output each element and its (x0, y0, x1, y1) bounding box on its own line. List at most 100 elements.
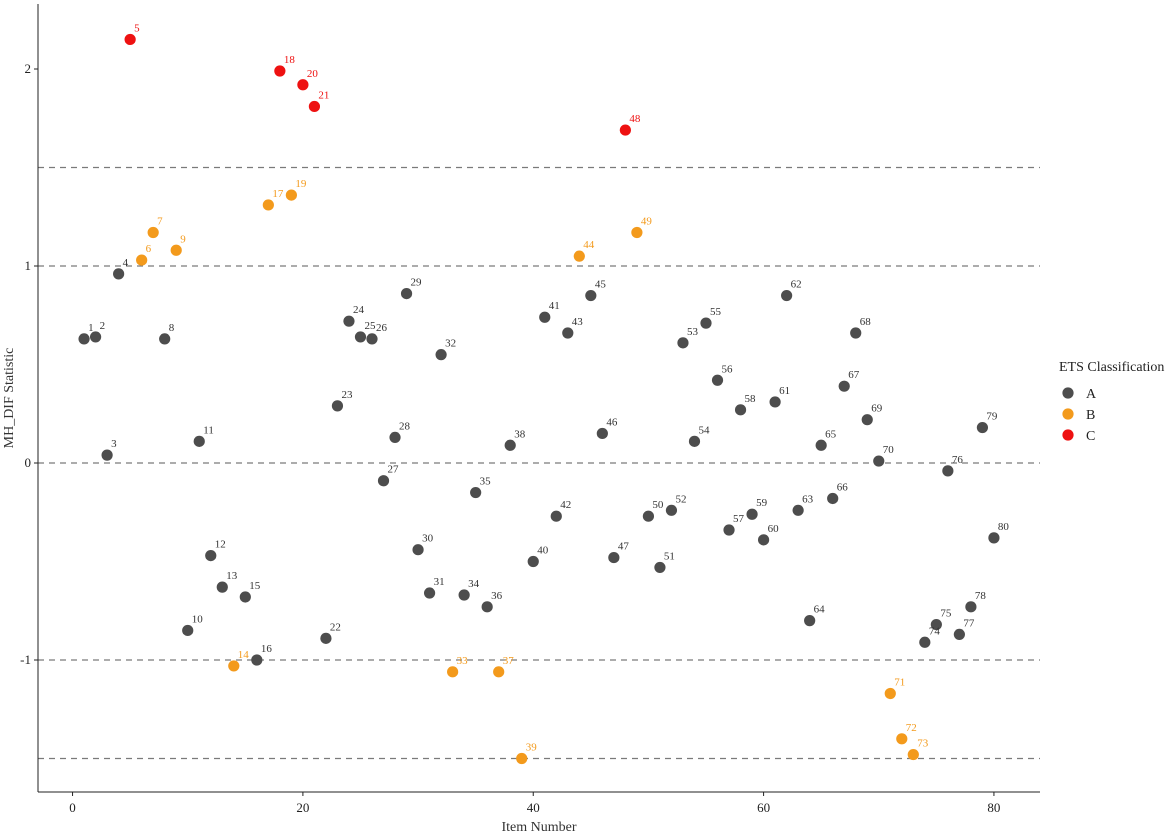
data-point-35 (470, 486, 482, 499)
data-point-49 (631, 226, 643, 239)
data-point-label-58: 58 (745, 393, 757, 405)
data-point-17 (262, 199, 274, 211)
data-point-label-16: 16 (261, 643, 273, 655)
data-point-70 (873, 455, 885, 467)
data-point-label-8: 8 (169, 322, 175, 334)
data-point-63 (792, 504, 804, 516)
data-point-label-33: 33 (457, 655, 469, 667)
data-point-label-23: 23 (341, 389, 353, 401)
data-point-59 (746, 508, 758, 520)
data-point-51 (654, 561, 666, 574)
data-point-label-24: 24 (353, 304, 365, 316)
data-point-40 (527, 555, 539, 568)
data-point-label-2: 2 (100, 320, 106, 332)
data-point-label-37: 37 (503, 655, 515, 667)
data-point-5 (124, 33, 136, 46)
data-point-label-47: 47 (618, 541, 630, 553)
x-axis-title: Item Number (501, 820, 576, 835)
data-point-label-73: 73 (917, 738, 929, 750)
data-point-label-35: 35 (480, 476, 492, 488)
data-point-label-54: 54 (698, 424, 710, 436)
data-point-label-4: 4 (123, 257, 129, 269)
legend-title: ETS Classification (1059, 360, 1164, 375)
legend-swatch-B (1062, 408, 1074, 420)
data-point-label-3: 3 (111, 438, 117, 450)
x-tick-label: 0 (69, 800, 76, 815)
data-point-label-67: 67 (848, 369, 860, 381)
data-point-7 (147, 226, 159, 239)
data-point-78 (965, 601, 977, 613)
data-point-label-69: 69 (871, 403, 883, 415)
data-point-44 (573, 250, 585, 262)
data-point-2 (89, 331, 102, 343)
x-tick-label: 60 (757, 800, 770, 815)
data-point-31 (423, 587, 436, 599)
data-point-38 (504, 439, 516, 451)
data-point-label-45: 45 (595, 279, 607, 291)
data-point-label-40: 40 (537, 545, 549, 557)
x-tick-label: 80 (987, 800, 1000, 815)
data-point-label-11: 11 (203, 424, 214, 436)
data-point-9 (170, 244, 182, 256)
data-point-45 (585, 289, 597, 302)
data-point-label-28: 28 (399, 420, 411, 432)
data-point-label-12: 12 (215, 539, 226, 551)
data-point-label-59: 59 (756, 497, 768, 509)
data-point-label-27: 27 (388, 464, 400, 476)
data-point-label-68: 68 (860, 316, 872, 328)
legend-label-C: C (1086, 429, 1095, 444)
data-point-71 (884, 687, 896, 700)
data-point-75 (930, 618, 942, 631)
data-point-58 (734, 404, 747, 416)
data-point-label-31: 31 (434, 576, 445, 588)
x-ticks: 0 20 40 60 80 (69, 792, 1000, 815)
axes (37, 4, 1040, 793)
data-point-label-5: 5 (134, 22, 140, 34)
data-point-34 (458, 589, 470, 601)
data-point-61 (769, 396, 781, 408)
data-point-72 (896, 733, 908, 745)
data-point-30 (412, 544, 424, 556)
data-point-label-74: 74 (929, 625, 941, 637)
data-point-label-56: 56 (722, 363, 734, 375)
legend-swatch-C (1062, 429, 1074, 441)
data-point-label-80: 80 (998, 521, 1010, 533)
data-point-label-18: 18 (284, 54, 296, 66)
data-point-60 (757, 534, 770, 546)
data-point-label-13: 13 (226, 570, 238, 582)
data-point-62 (781, 289, 793, 302)
data-point-label-79: 79 (986, 411, 998, 423)
data-point-64 (804, 615, 816, 627)
data-point-66 (827, 492, 839, 505)
legend-label-B: B (1086, 408, 1095, 423)
data-point-52 (665, 504, 678, 516)
data-point-label-50: 50 (652, 499, 664, 511)
data-point-24 (343, 315, 355, 327)
data-point-label-78: 78 (975, 590, 987, 602)
data-point-42 (550, 510, 562, 522)
data-point-label-63: 63 (802, 493, 814, 505)
data-point-50 (642, 510, 655, 522)
data-point-33 (447, 666, 459, 678)
data-point-label-17: 17 (272, 188, 284, 200)
data-point-label-42: 42 (560, 499, 571, 511)
data-point-43 (562, 327, 574, 339)
y-tick-label: -1 (20, 652, 31, 667)
data-point-label-22: 22 (330, 621, 341, 633)
data-point-label-1: 1 (88, 322, 94, 334)
data-point-68 (850, 327, 862, 339)
data-point-48 (619, 124, 631, 136)
data-point-37 (493, 666, 505, 678)
y-tick-label: 0 (25, 455, 32, 470)
data-point-label-6: 6 (146, 243, 152, 255)
data-point-label-14: 14 (238, 649, 250, 661)
data-point-20 (297, 79, 309, 91)
data-point-label-61: 61 (779, 385, 790, 397)
data-point-27 (377, 475, 390, 487)
data-point-label-9: 9 (180, 233, 186, 245)
data-point-label-25: 25 (364, 320, 376, 332)
data-point-label-39: 39 (526, 742, 538, 754)
legend-swatch-A (1062, 387, 1074, 399)
data-point-label-48: 48 (629, 113, 641, 125)
